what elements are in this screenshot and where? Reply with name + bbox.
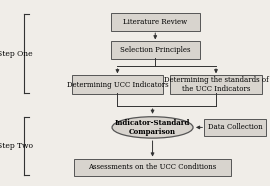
- Ellipse shape: [112, 117, 193, 138]
- FancyBboxPatch shape: [111, 41, 200, 59]
- Text: Data Collection: Data Collection: [208, 123, 262, 132]
- FancyBboxPatch shape: [74, 158, 231, 176]
- Text: Indicator-Standard
Comparison: Indicator-Standard Comparison: [115, 119, 190, 136]
- Text: Determining the standards of
the UCC Indicators: Determining the standards of the UCC Ind…: [164, 76, 268, 93]
- FancyBboxPatch shape: [170, 75, 262, 94]
- Text: Selection Principles: Selection Principles: [120, 46, 191, 54]
- Text: Step One: Step One: [0, 50, 33, 58]
- FancyBboxPatch shape: [111, 14, 200, 31]
- Text: Determining UCC Indicators: Determining UCC Indicators: [67, 81, 168, 89]
- Text: Assessments on the UCC Conditions: Assessments on the UCC Conditions: [88, 163, 217, 171]
- FancyBboxPatch shape: [204, 119, 266, 136]
- FancyBboxPatch shape: [72, 75, 163, 94]
- Text: Step Two: Step Two: [0, 142, 33, 150]
- Text: Literature Review: Literature Review: [123, 18, 187, 26]
